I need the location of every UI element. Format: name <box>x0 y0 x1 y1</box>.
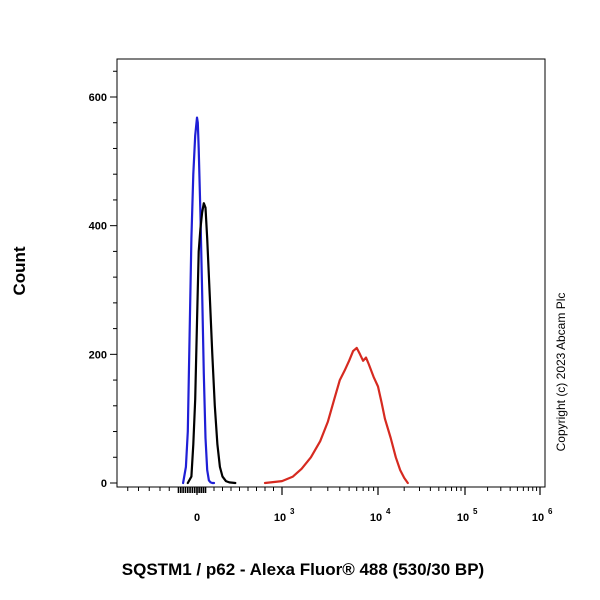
histogram-series-2 <box>186 202 237 485</box>
y-tick-labels: 0 200 400 600 <box>89 92 107 490</box>
x-tick-exponent: 6 <box>548 507 553 516</box>
histogram-series-3 <box>263 346 409 485</box>
x-tick-labels: 0 10 3 10 4 10 5 10 6 <box>194 507 553 524</box>
x-tick-exponent: 4 <box>386 507 391 516</box>
y-tick-label: 600 <box>89 92 107 104</box>
x-tick-label: 10 <box>457 512 469 524</box>
x-tick-exponent: 5 <box>473 507 478 516</box>
series-lines <box>182 116 409 485</box>
histogram-series-1 <box>182 116 216 485</box>
y-tick-label: 200 <box>89 349 107 361</box>
x-tick-exponent: 3 <box>290 507 295 516</box>
x-tick-label: 10 <box>274 512 286 524</box>
x-tick-label: 10 <box>532 512 544 524</box>
y-tick-label: 400 <box>89 221 107 233</box>
x-tick-label: 10 <box>370 512 382 524</box>
copyright-annotation: Copyright (c) 2023 Abcam Plc <box>554 293 568 452</box>
y-axis-title: Count <box>10 246 29 295</box>
major-ticks <box>110 96 541 495</box>
x-axis-title: SQSTM1 / p62 - Alexa Fluor® 488 (530/30 … <box>122 560 484 579</box>
x-tick-label: 0 <box>194 512 200 524</box>
minor-ticks <box>113 70 538 493</box>
plot-frame <box>116 58 546 488</box>
y-tick-label: 0 <box>101 478 107 490</box>
